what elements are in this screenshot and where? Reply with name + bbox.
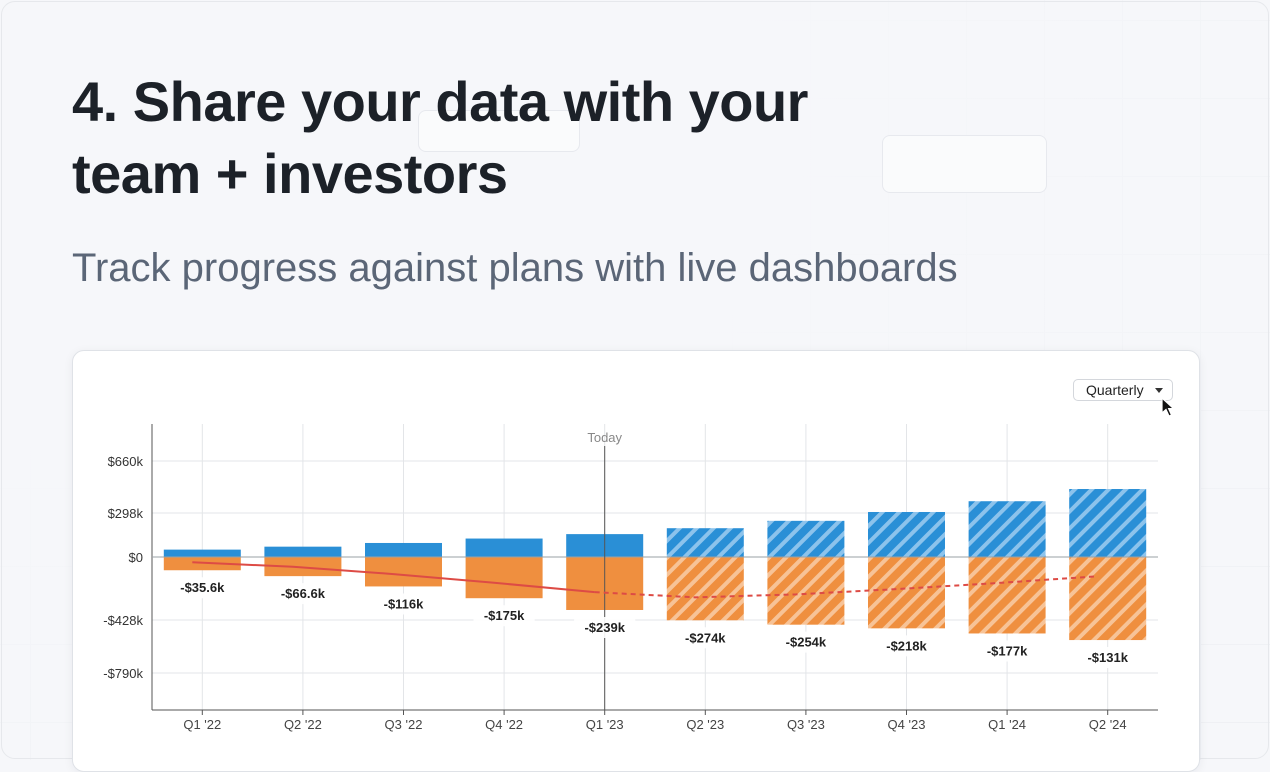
data-label: -$131k [1087, 650, 1128, 665]
data-label-bg [875, 635, 938, 657]
data-label: -$177k [987, 643, 1028, 658]
data-label: -$218k [886, 638, 927, 653]
x-tick-label: Q4 '23 [888, 717, 926, 732]
y-tick-label: $0 [129, 550, 143, 565]
x-tick-label: Q3 '22 [385, 717, 423, 732]
bar-positive [767, 520, 845, 557]
bar-positive [365, 542, 442, 557]
decorative-card [882, 135, 1047, 193]
data-label: -$254k [786, 635, 827, 650]
title-line-1: 4. Share your data with your [72, 70, 808, 133]
data-label: -$116k [384, 596, 425, 611]
data-label: -$175k [484, 608, 525, 623]
data-label-bg [167, 577, 237, 599]
bar-positive [666, 528, 744, 557]
y-tick-label: $298k [108, 506, 144, 521]
bar-negative [1069, 557, 1147, 641]
data-label-bg [674, 627, 736, 649]
x-tick-label: Q1 '23 [586, 717, 624, 732]
mouse-pointer-icon [1161, 397, 1176, 417]
data-label: -$66.6k [281, 586, 326, 601]
x-tick-label: Q1 '24 [988, 717, 1026, 732]
bar-negative [868, 557, 945, 629]
data-label-bg [976, 640, 1038, 662]
x-tick-label: Q2 '23 [686, 717, 724, 732]
data-label: -$239k [584, 620, 625, 635]
bar-negative [968, 557, 1046, 634]
net-line-actual [192, 561, 595, 594]
x-tick-label: Q2 '24 [1089, 717, 1127, 732]
net-line-forecast [594, 575, 1098, 599]
data-label: -$274k [685, 630, 726, 645]
y-tick-label: $660k [108, 454, 144, 469]
bar-positive [465, 538, 543, 557]
today-label: Today [587, 430, 622, 445]
bar-negative [465, 557, 543, 599]
data-label-bg [372, 593, 435, 615]
bar-positive [163, 549, 241, 557]
period-dropdown-label: Quarterly [1086, 382, 1144, 398]
data-label-bg [473, 605, 535, 627]
bar-positive [968, 501, 1046, 557]
data-label: -$35.6k [180, 580, 225, 595]
page-title: 4. Share your data with your team + inve… [72, 66, 892, 210]
bar-negative [767, 557, 845, 625]
data-label-bg [268, 583, 338, 605]
y-tick-label: -$790k [103, 666, 143, 681]
bar-negative [666, 557, 744, 621]
data-label-bg [775, 631, 837, 653]
x-tick-label: Q2 '22 [284, 717, 322, 732]
x-tick-label: Q4 '22 [485, 717, 523, 732]
period-dropdown[interactable]: Quarterly [1073, 379, 1173, 401]
chevron-down-icon [1155, 388, 1163, 393]
page-subtitle: Track progress against plans with live d… [72, 246, 958, 290]
x-tick-label: Q3 '23 [787, 717, 825, 732]
data-label-bg [1077, 647, 1139, 669]
y-tick-label: -$428k [103, 613, 143, 628]
bar-positive [1069, 489, 1147, 557]
bar-negative [365, 557, 442, 587]
bar-positive [264, 546, 342, 557]
bar-positive [868, 511, 945, 557]
x-tick-label: Q1 '22 [183, 717, 221, 732]
decorative-card [418, 110, 580, 152]
data-label-bg [574, 616, 636, 638]
title-line-2: team + investors [72, 142, 508, 205]
